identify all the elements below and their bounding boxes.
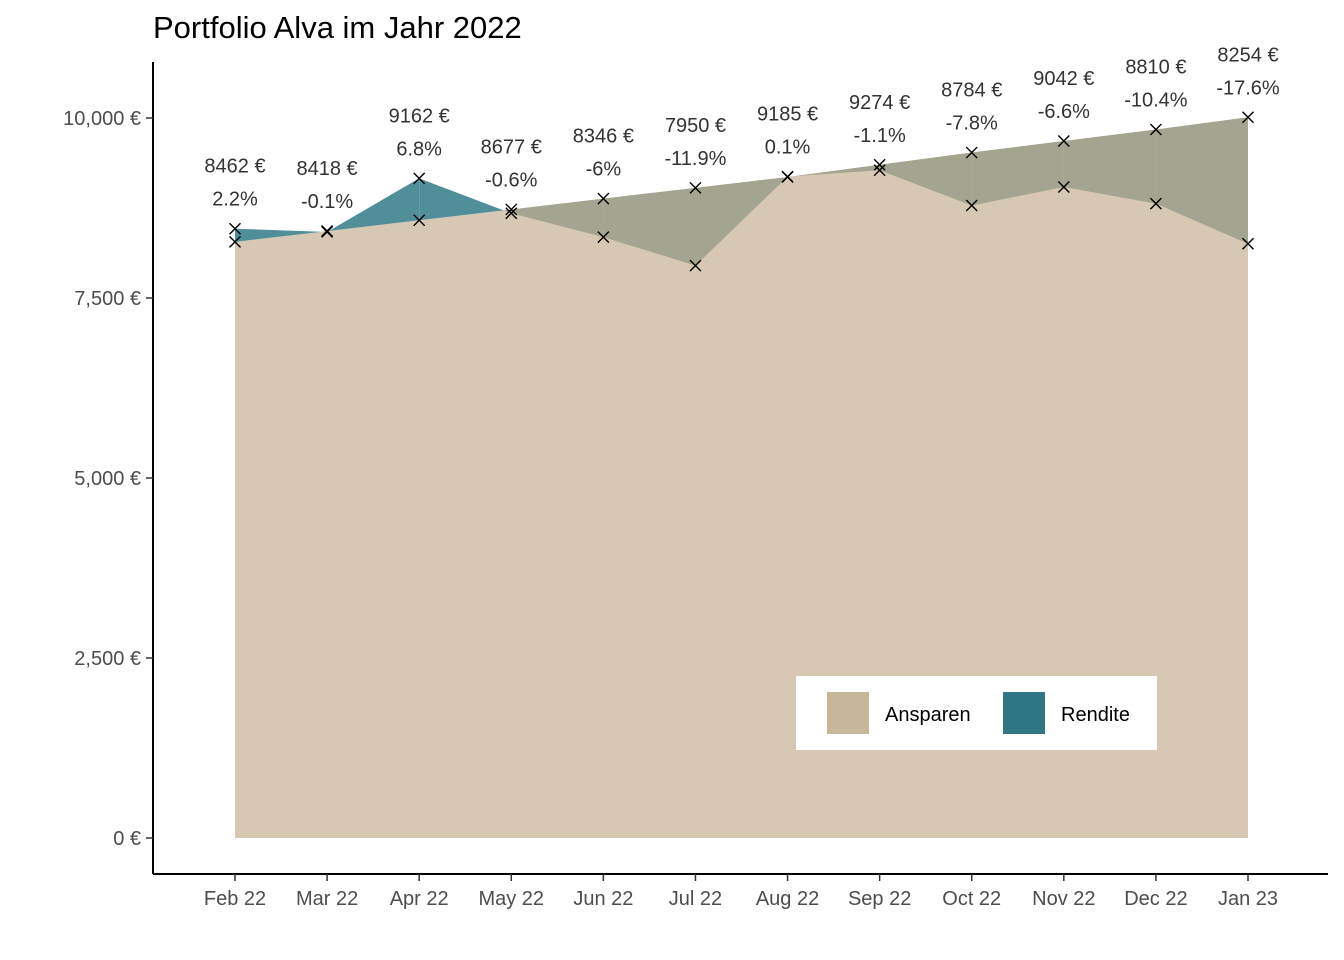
marker-ansparen-9 — [1057, 135, 1070, 148]
marker-ansparen-10 — [1149, 123, 1162, 136]
rendite-band-5-0 — [695, 177, 788, 266]
y-tick-label: 5,000 € — [74, 468, 141, 490]
value-label: 8462 € — [204, 156, 265, 178]
pct-label: -1.1% — [854, 125, 906, 147]
x-tick-label: Oct 22 — [942, 888, 1001, 910]
rendite-band-10-0 — [1155, 117, 1248, 244]
chart-axes: 0 € 2,500 € 5,000 € 7,500 € 10,000 € Feb 22 Ma… — [63, 62, 1328, 910]
y-tick-label: 0 € — [113, 828, 141, 850]
marker-rendite-1 — [321, 225, 334, 238]
rendite-band-7-0 — [879, 152, 972, 206]
rendite-band-6-1 — [793, 164, 880, 177]
marker-rendite-3 — [505, 207, 518, 220]
marker-rendite-9 — [1057, 180, 1070, 193]
pct-label: -0.1% — [301, 191, 353, 213]
marker-ansparen-3 — [505, 203, 518, 216]
value-label: 9274 € — [849, 92, 910, 114]
marker-rendite-8 — [965, 199, 978, 212]
chart-areas — [235, 117, 1248, 838]
marker-rendite-2 — [413, 172, 426, 185]
marker-ansparen-8 — [965, 146, 978, 159]
rendite-band-8-0 — [971, 141, 1064, 206]
y-tick-label: 10,000 € — [63, 108, 141, 130]
rendite-band-1-1 — [328, 178, 420, 231]
pct-label: 6.8% — [396, 138, 442, 160]
value-label: 9162 € — [389, 105, 450, 127]
legend-key-rendite — [1003, 692, 1045, 734]
marker-rendite-5 — [689, 259, 702, 272]
value-label: 8346 € — [573, 126, 634, 148]
marker-rendite-4 — [597, 231, 610, 244]
marker-rendite-0 — [229, 222, 241, 235]
legend: Ansparen Rendite — [796, 676, 1157, 750]
chart-annotations: 8462 € 2.2% 8418 € -0.1% 9162 € 6.8% 8677 € -0.… — [204, 44, 1279, 213]
x-tick-label: Jun 22 — [573, 888, 633, 910]
legend-key-ansparen — [827, 692, 869, 734]
y-tick-label: 7,500 € — [74, 288, 141, 310]
rendite-band-0-0 — [235, 228, 322, 242]
value-label: 8677 € — [481, 136, 542, 158]
pct-label: -11.9% — [665, 148, 727, 170]
marker-ansparen-4 — [597, 192, 610, 205]
marker-rendite-10 — [1149, 197, 1162, 210]
rendite-band-6-0 — [787, 176, 794, 178]
value-label: 7950 € — [665, 115, 726, 137]
y-tick-label: 2,500 € — [74, 648, 141, 670]
x-tick-label: Feb 22 — [204, 888, 266, 910]
x-tick-label: Jul 22 — [669, 888, 722, 910]
legend-label-rendite: Rendite — [1061, 704, 1130, 726]
x-tick-label: Sep 22 — [848, 888, 911, 910]
x-tick-label: Apr 22 — [390, 888, 449, 910]
value-label: 8810 € — [1125, 57, 1186, 79]
legend-label-ansparen: Ansparen — [885, 704, 971, 726]
x-tick-label: May 22 — [478, 888, 544, 910]
value-label: 8418 € — [297, 158, 358, 180]
pct-label: -6% — [586, 159, 622, 181]
pct-label: 0.1% — [765, 137, 811, 159]
pct-label: -7.8% — [946, 113, 998, 135]
chart-title: Portfolio Alva im Jahr 2022 — [153, 10, 522, 45]
marker-ansparen-11 — [1242, 111, 1254, 124]
x-tick-label: Dec 22 — [1124, 888, 1187, 910]
pct-label: -17.6% — [1216, 77, 1280, 99]
marker-rendite-6 — [781, 170, 794, 183]
marker-rendite-7 — [873, 164, 886, 177]
marker-ansparen-2 — [413, 214, 426, 227]
rendite-band-2-0 — [419, 178, 504, 221]
area-ansparen — [235, 117, 1248, 838]
rendite-band-9-0 — [1063, 129, 1156, 204]
rendite-band-4-0 — [603, 187, 696, 266]
value-label: 9042 € — [1033, 68, 1094, 90]
value-label: 9185 € — [757, 104, 818, 126]
x-tick-label: Jan 23 — [1218, 888, 1278, 910]
marker-ansparen-7 — [873, 158, 886, 171]
x-tick-label: Nov 22 — [1032, 888, 1095, 910]
marker-rendite-11 — [1242, 237, 1254, 250]
x-tick-label: Aug 22 — [756, 888, 819, 910]
pct-label: -6.6% — [1038, 101, 1090, 123]
chart-markers — [229, 111, 1254, 272]
pct-label: 2.2% — [212, 189, 258, 211]
rendite-band-3-0 — [511, 198, 604, 238]
pct-label: -10.4% — [1124, 90, 1188, 112]
marker-ansparen-5 — [689, 181, 702, 194]
marker-ansparen-0 — [229, 235, 241, 248]
x-tick-label: Mar 22 — [296, 888, 358, 910]
value-label: 8254 € — [1217, 44, 1278, 66]
pct-label: -0.6% — [485, 169, 537, 191]
value-label: 8784 € — [941, 80, 1002, 102]
